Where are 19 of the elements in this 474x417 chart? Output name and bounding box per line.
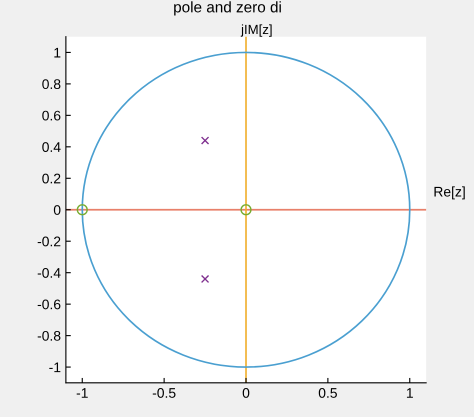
- y-tick-label: 0.6: [42, 110, 60, 121]
- chart-title: pole and zero di: [174, 1, 281, 16]
- x-tick-label: -1: [76, 388, 88, 398]
- y-tick-label: 0: [54, 205, 60, 215]
- y-tick-label: 0.2: [42, 174, 60, 184]
- x-tick-label: 0: [242, 388, 250, 398]
- y-tick-label: -0.4: [38, 268, 61, 278]
- y-tick-label: -0.6: [38, 299, 60, 310]
- y-tick-label: -1: [49, 362, 60, 372]
- ref-line-label: Re[z]: [434, 186, 465, 200]
- y-tick-label: -0.2: [38, 236, 60, 246]
- ref-line-label: jIM[z]: [240, 24, 272, 37]
- x-tick-label: 0.5: [318, 388, 337, 398]
- x-tick-label: -0.5: [152, 388, 176, 398]
- y-tick-label: 0.8: [42, 79, 60, 90]
- y-tick-label: -0.8: [38, 330, 60, 341]
- y-tick-label: 1: [54, 48, 60, 58]
- y-tick-label: 0.4: [42, 142, 61, 152]
- x-tick-label: 1: [406, 388, 413, 398]
